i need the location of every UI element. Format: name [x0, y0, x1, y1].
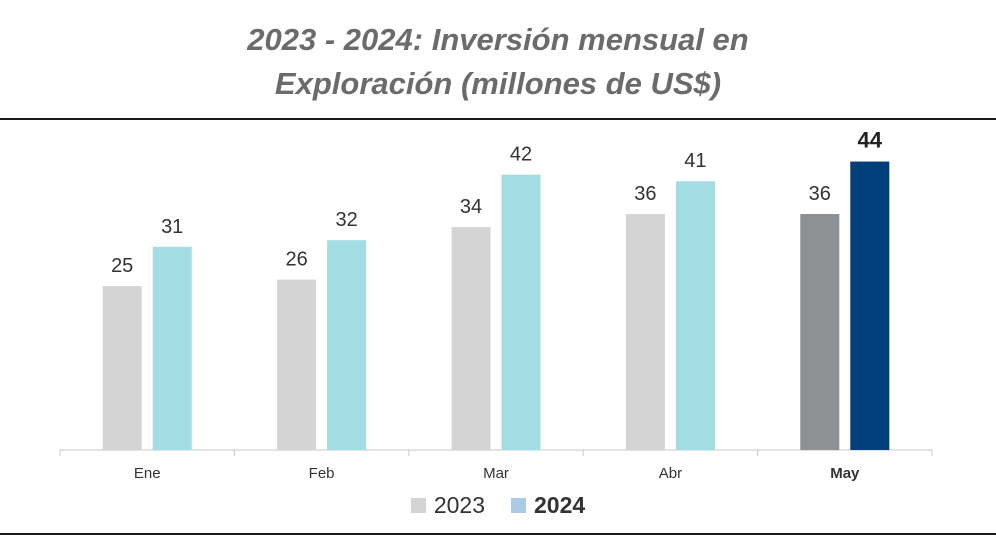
- bar-2023-feb: [277, 279, 317, 450]
- bar-2024-mar: [501, 174, 541, 450]
- bar-2024-feb: [327, 240, 367, 450]
- data-label-2023-ene: 25: [111, 255, 133, 277]
- x-tick-label-ene: Ene: [134, 465, 161, 482]
- legend-label-2024: 2024: [534, 492, 586, 518]
- data-label-2024-mar: 42: [510, 144, 532, 166]
- x-tick-label-feb: Feb: [309, 465, 335, 482]
- chart-title-line2: Exploración (millones de US$): [274, 66, 722, 101]
- data-label-2023-mar: 34: [460, 196, 482, 218]
- x-tick-label-abr: Abr: [659, 465, 682, 482]
- bar-2023-mar: [451, 227, 491, 450]
- bottom-divider: [0, 533, 996, 535]
- bar-2024-may: [850, 161, 890, 451]
- data-label-2024-feb: 32: [335, 209, 357, 231]
- chart-title-line1: 2023 - 2024: Inversión mensual en: [247, 22, 749, 57]
- legend-label-2023: 2023: [433, 492, 485, 518]
- legend: 2023 2024: [0, 492, 996, 519]
- legend-item-2023: 2023: [410, 492, 485, 519]
- x-tick-label-mar: Mar: [483, 465, 509, 482]
- data-label-2023-abr: 36: [634, 183, 656, 205]
- top-divider: [0, 118, 996, 120]
- chart-title: 2023 - 2024: Inversión mensual en Explor…: [0, 18, 996, 106]
- legend-item-2024: 2024: [511, 492, 585, 519]
- x-tick-label-may: May: [830, 465, 860, 482]
- bar-2023-ene: [102, 286, 142, 450]
- data-label-2024-abr: 41: [684, 150, 706, 172]
- legend-swatch-2023: [410, 498, 426, 513]
- data-label-2023-may: 36: [809, 183, 831, 205]
- legend-swatch-2024: [511, 498, 526, 513]
- bar-2023-may: [800, 214, 840, 450]
- bar-2024-abr: [675, 181, 715, 450]
- data-label-2024-may: 44: [858, 128, 883, 153]
- bar-2024-ene: [152, 246, 192, 450]
- bar-2023-abr: [625, 214, 665, 450]
- data-label-2024-ene: 31: [161, 216, 183, 238]
- data-label-2023-feb: 26: [285, 249, 307, 271]
